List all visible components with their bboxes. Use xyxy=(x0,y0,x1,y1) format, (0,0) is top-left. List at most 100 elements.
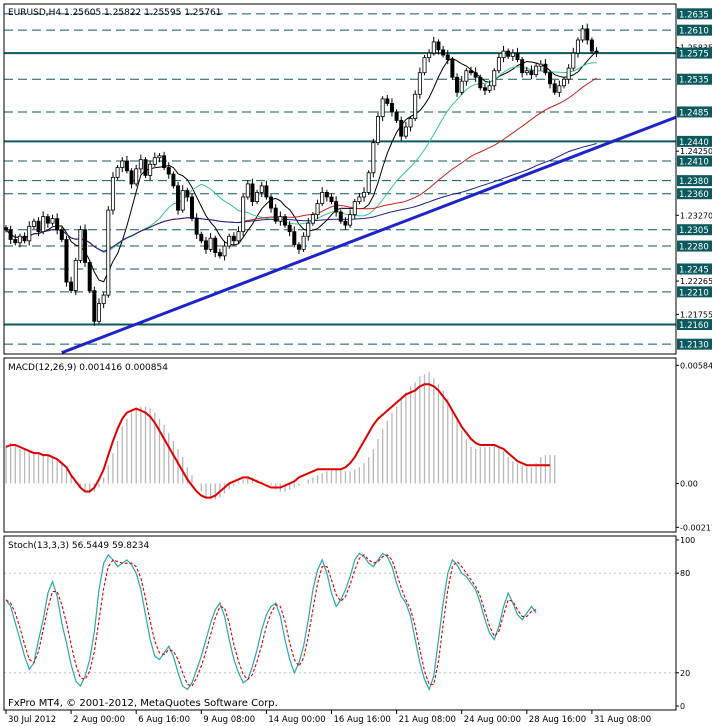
stoch-panel[interactable]: 100 80 20 0 Stoch(13,3,3) 56.5449 59.8234 F… xyxy=(3,535,695,711)
candle-body xyxy=(529,70,534,76)
time-label: 30 Jul 2012 xyxy=(8,715,56,725)
candle-body xyxy=(236,231,241,242)
candle-body xyxy=(408,118,413,128)
price-label: 1.2360 xyxy=(679,190,709,200)
price-label-box xyxy=(677,224,712,236)
macd-panel[interactable]: 0.00584 0.00 -0.00217 MACD(12,26,9) 0.0014… xyxy=(3,357,712,533)
candle-body xyxy=(375,116,380,144)
candle-body xyxy=(575,39,580,54)
price-label-box xyxy=(677,263,712,275)
candle-body xyxy=(357,196,362,202)
price-label-box xyxy=(677,106,712,118)
macd-tick-label: 0.00 xyxy=(680,479,698,488)
candle-body xyxy=(478,76,483,89)
candle-body xyxy=(176,185,181,211)
candle-body xyxy=(417,72,422,95)
price-label: 1.2485 xyxy=(679,108,709,118)
price-label-box xyxy=(677,24,712,36)
candle-body xyxy=(380,98,385,117)
price-label: 1.2245 xyxy=(679,265,709,275)
price-label: 1.2380 xyxy=(679,177,709,187)
candle-body xyxy=(320,192,325,204)
time-label: 31 Aug 08:00 xyxy=(594,715,651,725)
candle-body xyxy=(231,235,236,242)
candle-body xyxy=(371,142,376,174)
candle-body xyxy=(385,98,390,104)
price-tick-label: 1.23270 xyxy=(680,211,712,220)
candle-body xyxy=(306,222,311,237)
candle-body xyxy=(441,49,446,56)
candle-body xyxy=(55,218,60,231)
candle-body xyxy=(459,80,464,93)
candle-body xyxy=(445,54,450,61)
candle-body xyxy=(534,65,539,76)
candle-body xyxy=(134,168,139,185)
price-axis: 1.258351.242501.232701.222651.217551.263… xyxy=(676,8,712,351)
candle-body xyxy=(203,240,208,250)
price-panel-frame xyxy=(3,3,677,355)
stoch-levels xyxy=(4,572,676,674)
candle-body xyxy=(301,235,306,250)
candle-body xyxy=(213,237,218,253)
candle-body xyxy=(59,229,64,240)
candle-body xyxy=(148,163,153,176)
candle-body xyxy=(473,72,478,78)
candle-body xyxy=(501,50,506,59)
candle-body xyxy=(83,229,88,263)
stoch-tick-label: 80 xyxy=(680,569,690,578)
candle-body xyxy=(157,155,162,159)
price-label: 1.2410 xyxy=(679,158,709,168)
candle-body xyxy=(399,120,404,137)
candle-body xyxy=(436,41,441,51)
candle-body xyxy=(64,239,69,283)
price-label: 1.2610 xyxy=(679,27,709,37)
candle-body xyxy=(520,59,525,74)
candle-body xyxy=(269,196,274,209)
candle-body xyxy=(482,87,487,91)
candle-body xyxy=(352,201,357,216)
candle-body xyxy=(506,50,511,57)
candle-body xyxy=(227,235,232,247)
trendlines[interactable] xyxy=(61,115,677,355)
candle-body xyxy=(250,183,255,202)
macd-tick-label: 0.00584 xyxy=(680,361,712,370)
time-label: 21 Aug 08:00 xyxy=(399,715,456,725)
candle-body xyxy=(389,103,394,113)
macd-axis: 0.00584 0.00 -0.00217 xyxy=(676,361,712,532)
candle-body xyxy=(264,185,269,198)
price-label-box xyxy=(677,135,712,147)
candle-body xyxy=(13,239,18,244)
candle-body xyxy=(245,183,250,198)
price-label-box xyxy=(677,319,712,331)
moving-averages xyxy=(5,51,597,283)
candle-body xyxy=(4,227,9,231)
candle-body xyxy=(515,52,520,61)
candle-body xyxy=(362,192,367,198)
candle-body xyxy=(166,167,171,175)
candle-body xyxy=(241,196,246,233)
candle-body xyxy=(124,160,129,172)
price-panel[interactable]: 1.258351.242501.232701.222651.217551.263… xyxy=(3,3,712,355)
candle-body xyxy=(27,226,32,242)
stoch-lines xyxy=(5,552,537,691)
price-label-box xyxy=(677,47,712,59)
candle-body xyxy=(287,224,292,233)
candle-body xyxy=(552,83,557,93)
candle-body xyxy=(97,303,102,322)
stoch-tick-label: 0 xyxy=(680,702,685,711)
candle-body xyxy=(329,196,334,202)
candle-body xyxy=(487,85,492,91)
candle-body xyxy=(31,220,36,227)
candle-body xyxy=(431,41,436,54)
candle-body xyxy=(120,160,125,168)
price-label: 1.2305 xyxy=(679,226,709,236)
stoch-signal xyxy=(5,554,537,687)
candle-body xyxy=(292,231,297,246)
candle-body xyxy=(524,70,529,74)
candle-body xyxy=(217,252,222,257)
stoch-axis: 100 80 20 0 xyxy=(676,536,695,711)
stoch-main xyxy=(5,552,537,691)
candle-body xyxy=(36,220,41,233)
